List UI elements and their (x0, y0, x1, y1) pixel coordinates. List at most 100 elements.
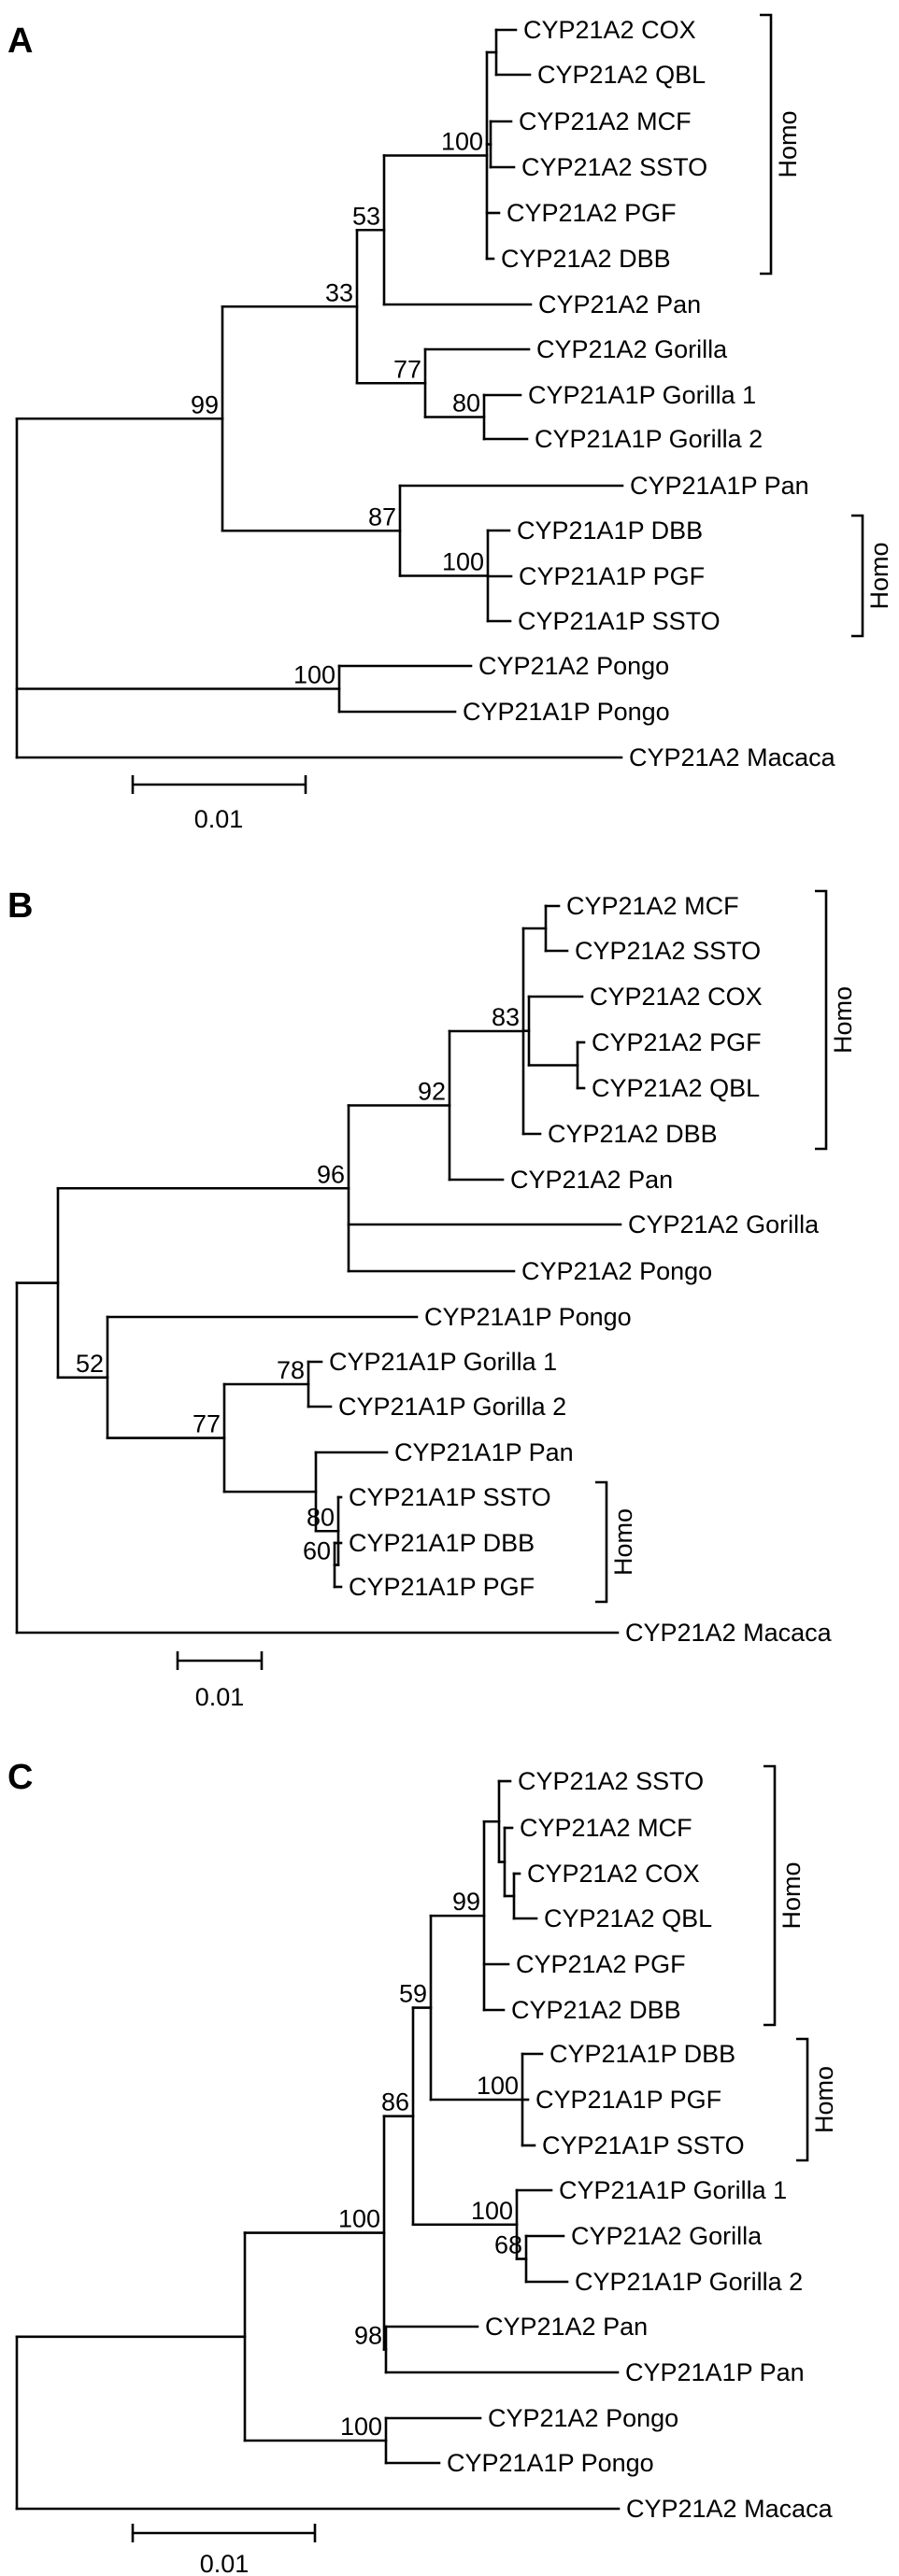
scale-bar-label: 0.01 (200, 2550, 250, 2576)
taxon-label: CYP21A2 SSTO (521, 153, 707, 181)
bootstrap-value: 98 (354, 2322, 382, 2350)
panel-label: A (7, 21, 33, 61)
taxon-label: CYP21A1P Gorilla 2 (338, 1393, 566, 1421)
taxon-label: CYP21A2 PGF (592, 1028, 762, 1056)
taxon-label: CYP21A1P Pongo (463, 698, 670, 726)
bootstrap-value: 78 (277, 1356, 305, 1384)
clade-label: Homo (865, 542, 893, 609)
bootstrap-value: 80 (307, 1503, 335, 1531)
taxon-label: CYP21A2 MCF (519, 107, 692, 135)
clade-label: Homo (778, 1861, 806, 1929)
panel-c-tree: C 100 86 59 99 CYP21A2 SSTO CYP21A2 MCF CYP21A… (7, 1758, 838, 2576)
clade-label: Homo (829, 986, 857, 1054)
taxon-label: CYP21A1P Pongo (447, 2449, 654, 2477)
taxon-label: CYP21A2 MCF (566, 892, 739, 920)
taxon-label: CYP21A2 COX (590, 983, 763, 1011)
bootstrap-value: 83 (492, 1003, 520, 1031)
clade-label: Homo (774, 110, 802, 177)
taxon-label: CYP21A1P Pan (625, 2358, 805, 2386)
taxon-label: CYP21A2 MCF (520, 1814, 692, 1842)
bootstrap-value: 60 (303, 1537, 331, 1565)
taxon-label: CYP21A2 PGF (516, 1950, 686, 1978)
clade-label: Homo (609, 1508, 637, 1576)
bootstrap-value: 87 (368, 502, 396, 531)
taxon-label: CYP21A2 Macaca (626, 2495, 834, 2523)
taxon-label: CYP21A1P SSTO (542, 2131, 745, 2159)
taxon-label: CYP21A1P Gorilla 1 (329, 1348, 557, 1376)
bootstrap-value: 68 (494, 2231, 522, 2259)
bootstrap-value: 99 (191, 390, 219, 418)
bootstrap-value: 100 (477, 2072, 519, 2100)
taxon-label: CYP21A2 COX (523, 16, 696, 44)
scale-bar-label: 0.01 (194, 805, 244, 833)
taxon-label: CYP21A1P PGF (519, 562, 705, 590)
bootstrap-value: 96 (317, 1160, 345, 1188)
bootstrap-value: 52 (76, 1350, 104, 1378)
bootstrap-value: 100 (441, 128, 483, 156)
scale-bar (176, 1651, 264, 1670)
taxon-label: CYP21A2 Gorilla (628, 1210, 820, 1238)
taxon-label: CYP21A1P Pongo (424, 1303, 632, 1331)
bootstrap-value: 100 (442, 548, 484, 576)
scale-bar-label: 0.01 (195, 1683, 245, 1711)
bootstrap-value: 59 (399, 1980, 427, 2008)
taxon-label: CYP21A2 DBB (501, 245, 671, 273)
panel-label: C (7, 1758, 33, 1797)
taxon-label: CYP21A1P SSTO (349, 1483, 551, 1511)
panel-label: B (7, 886, 33, 926)
bootstrap-value: 100 (293, 661, 335, 689)
taxon-label: CYP21A1P Pan (394, 1438, 574, 1466)
taxon-label: CYP21A2 Pongo (478, 652, 669, 680)
panel-a-tree: A 99 33 53 100 CYP21A2 COX CYP21A2 QBL CYP21A2… (7, 13, 893, 833)
taxon-label: CYP21A2 COX (527, 1860, 700, 1888)
clade-bracket (595, 1480, 608, 1604)
bootstrap-value: 100 (471, 2197, 513, 2225)
taxon-label: CYP21A2 DBB (511, 1996, 681, 2024)
bootstrap-value: 99 (452, 1888, 480, 1916)
taxon-label: CYP21A2 Pan (510, 1166, 673, 1194)
taxon-label: CYP21A1P Gorilla 1 (559, 2176, 787, 2204)
taxon-label: CYP21A2 Gorilla (571, 2222, 763, 2250)
taxon-label: CYP21A2 SSTO (575, 937, 761, 965)
bootstrap-value: 92 (418, 1078, 446, 1106)
taxon-label: CYP21A2 Macaca (625, 1619, 833, 1647)
taxon-label: CYP21A2 Pongo (521, 1257, 712, 1285)
taxon-label: CYP21A2 QBL (544, 1904, 712, 1932)
clade-bracket (851, 514, 864, 638)
taxon-label: CYP21A2 QBL (592, 1074, 760, 1102)
taxon-label: CYP21A2 Macaca (629, 743, 836, 771)
taxon-label: CYP21A1P Gorilla 2 (535, 425, 763, 453)
bootstrap-value: 100 (338, 2205, 380, 2233)
taxon-label: CYP21A1P Gorilla 2 (575, 2268, 803, 2296)
bootstrap-value: 53 (352, 202, 380, 230)
clade-bracket (815, 889, 828, 1151)
taxon-label: CYP21A1P PGF (535, 2086, 721, 2114)
bootstrap-value: 77 (193, 1410, 221, 1438)
taxon-label: CYP21A2 Pongo (488, 2404, 678, 2432)
taxon-label: CYP21A1P DBB (549, 2040, 735, 2068)
taxon-label: CYP21A2 QBL (537, 61, 706, 89)
taxon-label: CYP21A2 Gorilla (536, 335, 728, 363)
taxon-label: CYP21A1P DBB (517, 517, 703, 545)
taxon-label: CYP21A2 SSTO (518, 1767, 704, 1795)
taxon-label: CYP21A2 DBB (548, 1120, 718, 1148)
taxon-label: CYP21A1P Gorilla 1 (528, 381, 756, 409)
clade-bracket (796, 2037, 809, 2162)
scale-bar (131, 2524, 317, 2542)
taxon-label: CYP21A1P SSTO (518, 607, 721, 635)
bootstrap-value: 86 (381, 2088, 409, 2116)
clade-label: Homo (810, 2066, 838, 2133)
taxon-label: CYP21A1P PGF (349, 1573, 535, 1601)
scale-bar (131, 775, 307, 794)
taxon-label: CYP21A2 Pan (485, 2313, 648, 2341)
taxon-label: CYP21A2 Pan (538, 290, 701, 318)
clade-bracket (763, 1764, 777, 2027)
bootstrap-value: 100 (340, 2413, 382, 2441)
taxon-label: CYP21A1P Pan (630, 472, 809, 500)
bootstrap-value: 80 (452, 389, 480, 418)
panel-b-tree: B 96 92 83 CYP21A2 MCF CYP21A2 SSTO CYP21A2 C… (7, 886, 857, 1711)
clade-bracket (760, 13, 773, 276)
taxon-label: CYP21A2 PGF (507, 199, 677, 227)
bootstrap-value: 77 (393, 355, 421, 383)
